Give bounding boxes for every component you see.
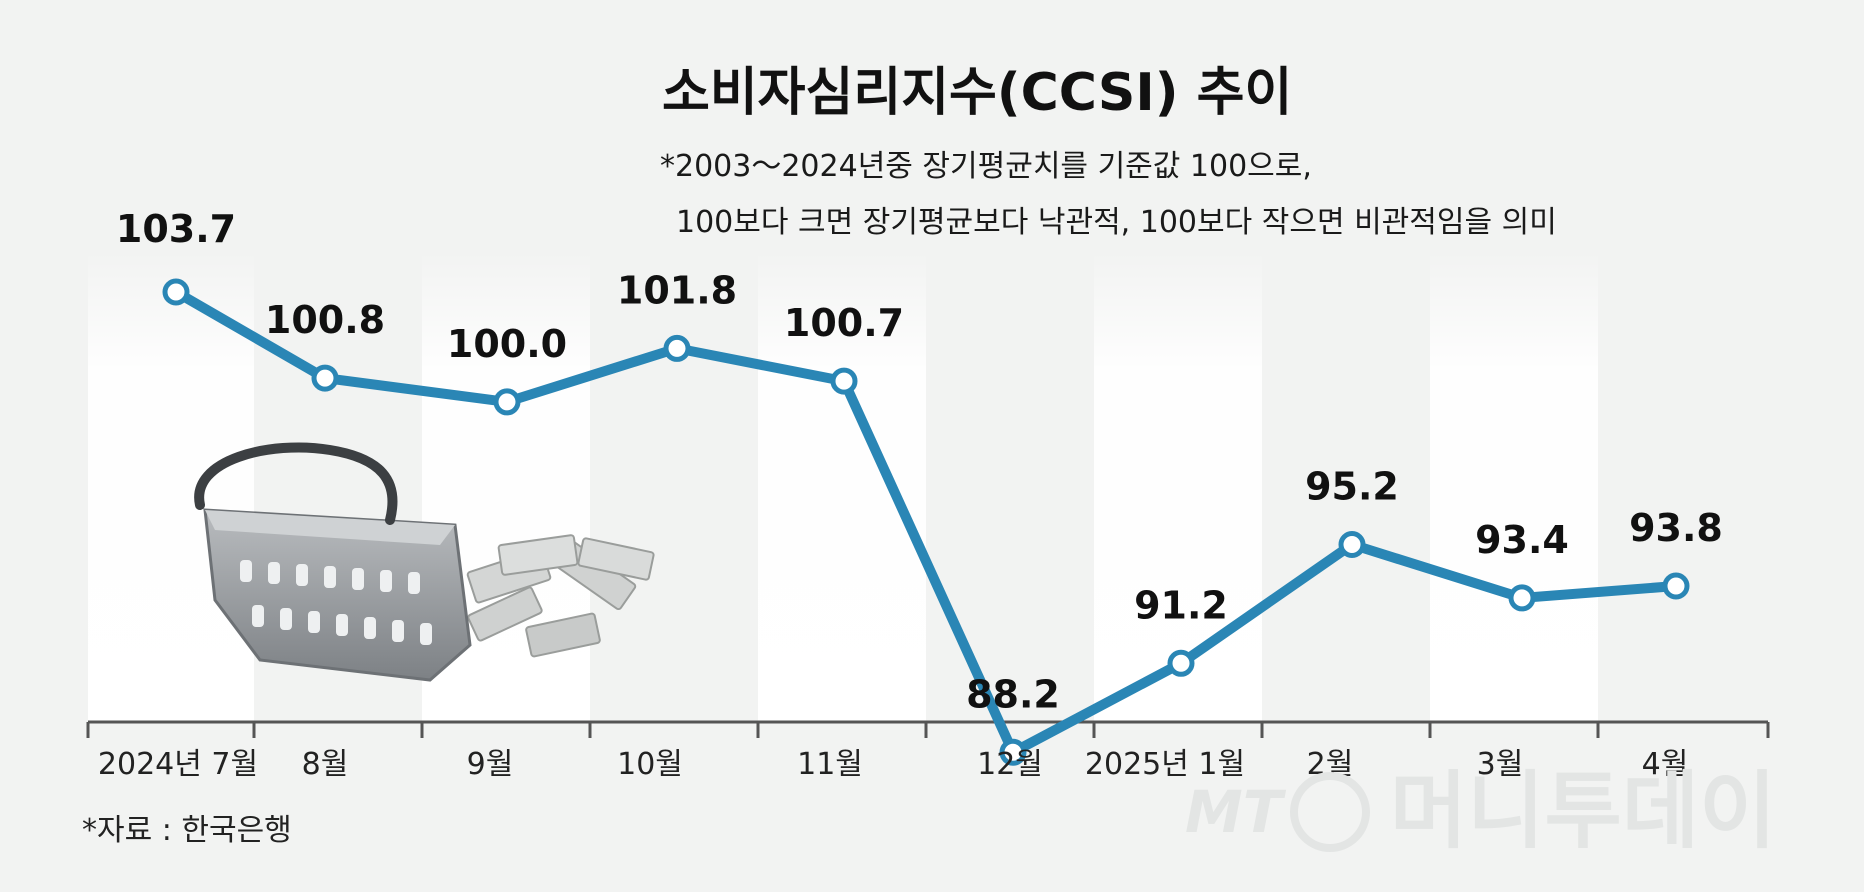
x-tick-label: 11월	[797, 747, 863, 782]
data-point	[663, 334, 691, 362]
data-point	[830, 367, 858, 395]
data-point	[1338, 531, 1366, 558]
watermark-circle-icon	[1290, 772, 1370, 852]
data-point	[999, 738, 1027, 766]
value-label: 93.8	[1629, 506, 1723, 550]
shopping-basket-illustration	[194, 442, 655, 682]
watermark-text: 머니투데이	[1390, 762, 1776, 860]
data-point	[1167, 649, 1195, 677]
data-point	[1662, 572, 1690, 600]
x-tick-label: 8월	[302, 747, 349, 782]
x-tick-labels: 2024년 7월 8월 9월 10월 11월 12월 2025년 1월 2월 3월 4월	[98, 747, 1688, 782]
value-label: 103.7	[116, 207, 236, 251]
value-label: 91.2	[1134, 583, 1228, 627]
background-stripe	[88, 250, 254, 722]
chart-title: 소비자심리지수(CCSI) 추이	[662, 63, 1292, 123]
x-axis-ticks	[86, 722, 1770, 738]
value-label: 100.8	[265, 298, 385, 342]
data-point	[1508, 584, 1536, 612]
x-tick-label: 10월	[617, 747, 683, 782]
value-label: 101.8	[617, 268, 737, 312]
data-point	[493, 388, 521, 416]
watermark: MT 머니투데이	[1185, 762, 1776, 860]
series-line	[171, 287, 1681, 758]
background-stripe	[1430, 250, 1598, 722]
value-label: 88.2	[966, 672, 1060, 716]
note-line-1: *2003～2024년중 장기평균치를 기준값 100으로,	[660, 149, 1312, 184]
x-tick-label: 2025년 1월	[1085, 747, 1245, 782]
x-tick-label: 2024년 7월	[98, 747, 258, 782]
value-label: 93.4	[1475, 518, 1569, 562]
data-point	[311, 364, 339, 392]
x-tick-label: 12월	[977, 747, 1043, 782]
background-stripe	[1094, 250, 1262, 722]
x-tick-label: 9월	[467, 747, 514, 782]
background-stripe	[758, 250, 926, 722]
background-stripes	[88, 250, 1598, 722]
note-line-2: 100보다 크면 장기평균보다 낙관적, 100보다 작으면 비관적임을 의미	[676, 205, 1557, 240]
banknotes-image	[466, 534, 655, 658]
value-labels: 103.7 100.8 100.0 101.8 100.7 88.2 91.2 95.2 93.…	[116, 207, 1723, 716]
data-points	[162, 278, 1690, 766]
value-label: 100.7	[784, 301, 904, 345]
watermark-logo: MT	[1185, 778, 1287, 846]
x-tick-label: 4월	[1642, 747, 1689, 782]
data-point	[162, 278, 190, 306]
x-tick-label: 3월	[1477, 747, 1524, 782]
value-label: 100.0	[447, 322, 567, 366]
source-note: *자료 : 한국은행	[82, 813, 292, 848]
value-label: 95.2	[1305, 465, 1399, 509]
